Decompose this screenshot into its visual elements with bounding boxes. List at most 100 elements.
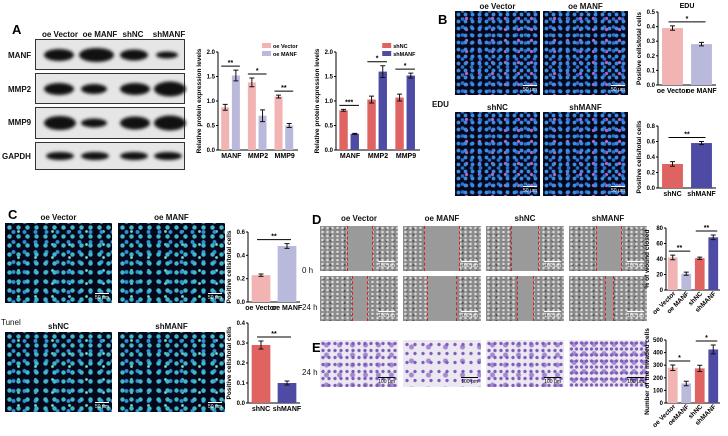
chart-a-oe: 0.0 0.5 1.0 1.5 2.0 Relative protein expressi… — [196, 43, 299, 160]
y-axis-label: Positive cells/total cells — [226, 326, 233, 399]
significance-label: ** — [271, 234, 277, 241]
blot-col-label: oe MANF — [82, 30, 118, 39]
y-tick-label: 1.0 — [207, 99, 216, 105]
x-tick-label: MANF — [340, 153, 361, 160]
chart-c-sh: 0.0 0.1 0.2 0.3 0.4 Positive cells/total cell… — [226, 321, 302, 413]
x-tick-label: shNC — [252, 406, 270, 413]
x-tick-label: oe Vector — [657, 88, 689, 95]
blot-col-label: oe Vector — [41, 30, 78, 39]
error-bar — [233, 69, 239, 82]
error-bar — [276, 94, 282, 99]
blot-gapdh — [35, 142, 185, 170]
legend-swatch — [262, 51, 271, 56]
y-tick-label: 40 — [656, 257, 663, 263]
edu-image: 50 μm — [543, 112, 628, 196]
y-tick-label: 0.4 — [237, 253, 246, 259]
bar — [251, 345, 271, 403]
x-tick-label: MANF — [221, 153, 242, 160]
significance-label: ** — [684, 132, 690, 139]
scale-bar: 50 μm — [611, 85, 625, 93]
invasion-image: 100 μm — [320, 340, 398, 387]
y-tick-label: 0.0 — [647, 186, 656, 192]
x-tick-label: oe MANF — [272, 305, 303, 312]
chart-c-oe: 0.0 0.2 0.4 0.6 Positive cells/total cells oe… — [226, 230, 303, 312]
bar — [681, 273, 692, 290]
panel-label-b: B — [438, 12, 448, 27]
bar — [406, 75, 415, 150]
wound-image: 100 μm — [569, 276, 647, 321]
y-tick-label: 0.0 — [325, 148, 334, 154]
y-tick-label: 1.0 — [325, 99, 334, 105]
blot-row-label: MMP9 — [8, 118, 32, 127]
chart-a-sh: 0.0 0.5 1.0 1.5 2.0 Relative protein expressi… — [314, 43, 420, 160]
x-tick-label: oe Vector — [245, 305, 277, 312]
bar — [277, 246, 297, 302]
tunel-col-label: shNC — [48, 322, 69, 331]
error-bar — [284, 380, 290, 386]
y-tick-label: 60 — [656, 242, 663, 248]
y-tick-label: 200 — [653, 376, 664, 382]
blot-mmp9 — [35, 107, 186, 139]
scale-bar: 100 μm — [461, 377, 478, 385]
y-tick-label: 20 — [656, 273, 663, 279]
y-tick-label: 0 — [660, 401, 664, 407]
y-axis-label: Positive cells/total cells — [636, 12, 643, 85]
significance-label: * — [256, 68, 259, 75]
y-tick-label: 2.0 — [207, 50, 216, 56]
chart-svg: 0.0 0.5 1.0 1.5 2.0 Relative protein expressi… — [314, 43, 420, 160]
bar — [277, 383, 297, 403]
error-bar — [249, 77, 255, 88]
legend-label: shNC — [393, 44, 407, 50]
edu-col-label: oe MANF — [568, 2, 603, 11]
y-tick-label: 0.2 — [647, 171, 656, 177]
chart-e: 0 100 200 300 400 500 Number of the invaded ce… — [644, 328, 720, 429]
scale-bar: 50 μm — [208, 402, 222, 410]
y-tick-label: 0.3 — [647, 39, 656, 45]
error-bar — [697, 364, 703, 372]
y-tick-label: 0.4 — [237, 321, 246, 327]
x-tick-label: shNC — [663, 191, 681, 198]
y-tick-label: 300 — [653, 363, 664, 369]
edu-image: 50 μm — [455, 112, 540, 196]
bar — [285, 125, 294, 150]
y-tick-label: 0.5 — [647, 10, 656, 16]
y-tick-label: 0.0 — [237, 300, 246, 306]
legend-label: oe MANF — [273, 52, 297, 58]
significance-label: ** — [704, 225, 710, 232]
y-tick-label: 0.0 — [207, 148, 216, 154]
wound-row-label: 0 h — [302, 266, 314, 275]
significance-label: ** — [677, 245, 683, 252]
error-bar — [670, 161, 675, 167]
scale-bar: 50 μm — [523, 85, 537, 93]
bar — [258, 115, 267, 150]
blot-row-label: MMP2 — [8, 85, 32, 94]
bar — [367, 99, 376, 150]
error-bar — [670, 364, 676, 371]
bar — [247, 82, 256, 150]
y-tick-label: 0.4 — [647, 155, 656, 161]
y-tick-label: 400 — [653, 351, 664, 357]
bar — [667, 257, 678, 290]
error-bar — [699, 41, 704, 47]
significance-label: * — [678, 355, 681, 362]
error-bar — [369, 95, 375, 104]
scale-bar: 100 μm — [378, 377, 395, 385]
chart-svg: 0.0 0.5 1.0 1.5 2.0 Relative protein expressi… — [196, 43, 299, 160]
bar — [667, 367, 678, 403]
bar — [378, 71, 387, 150]
edu-col-label: shMANF — [569, 103, 602, 112]
y-tick-label: 100 — [653, 388, 664, 394]
significance-label: ** — [281, 85, 287, 92]
blot-row-label: GAPDH — [2, 152, 31, 161]
x-tick-label: oe MANF — [686, 88, 717, 95]
scale-bar: 50 μm — [95, 293, 109, 301]
error-bar — [341, 108, 347, 112]
tunel-image: 50 μm — [5, 332, 112, 412]
invasion-image: 100 μm — [486, 340, 564, 387]
error-bar — [397, 93, 403, 102]
invasion-row-label: 24 h — [302, 368, 318, 377]
invasion-image: 100 μm — [403, 340, 481, 387]
bar — [681, 383, 692, 403]
